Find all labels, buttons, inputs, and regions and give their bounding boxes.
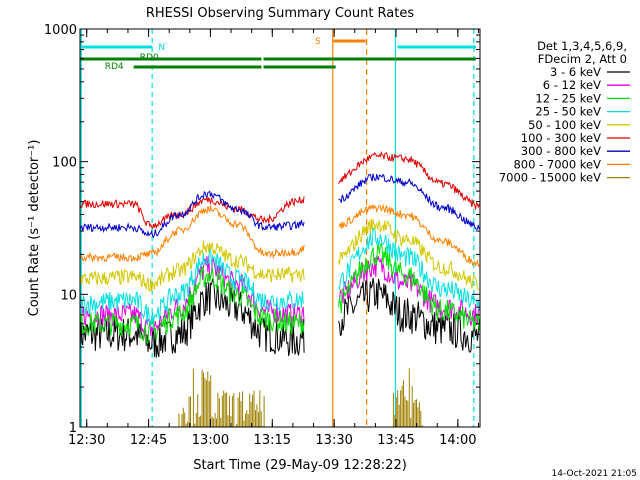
legend: Det 1,3,4,5,6,9,FDecim 2, Att 03 - 6 keV… <box>499 39 630 185</box>
series-line-6 <box>79 173 480 239</box>
series-line-3 <box>79 226 480 326</box>
plot-area: NRD0RD4S <box>79 29 480 427</box>
y-tick-label-3: 1000 <box>44 23 77 38</box>
x-tick-label-0: 12:30 <box>68 433 105 448</box>
y-tick-label-1: 10 <box>60 288 77 303</box>
plot-frame <box>79 28 481 428</box>
x-tick-label-5: 13:45 <box>377 433 414 448</box>
y-tick-label-0: 1 <box>69 421 77 436</box>
legend-label-5: 100 - 300 keV <box>521 131 601 145</box>
axis-ticks: 12:30 12:45 13:00 13:15 13:30 13:45 14:00 1 10 10… <box>44 23 480 448</box>
flag-label-n: N <box>158 43 165 53</box>
legend-label-3: 25 - 50 keV <box>535 105 601 119</box>
legend-label-6: 300 - 800 keV <box>521 144 601 158</box>
x-tick-label-3: 13:15 <box>254 433 291 448</box>
x-tick-label-2: 13:00 <box>192 433 229 448</box>
series-line-0 <box>79 277 480 358</box>
series-bursts-high-energy-0 <box>178 368 265 427</box>
flag-label-rd4: RD4 <box>105 62 124 72</box>
legend-header-1: FDecim 2, Att 0 <box>538 52 627 66</box>
legend-label-2: 12 - 25 keV <box>535 91 601 105</box>
x-axis-label: Start Time (29-May-09 12:28:22) <box>193 458 407 473</box>
flag-label-s: S <box>315 37 321 47</box>
y-tick-label-2: 100 <box>52 156 77 171</box>
legend-label-0: 3 - 6 keV <box>550 65 601 79</box>
legend-label-7: 800 - 7000 keV <box>513 157 601 171</box>
series-bursts-high-energy-1 <box>392 368 423 427</box>
chart-title: RHESSI Observing Summary Count Rates <box>146 6 415 21</box>
footer-timestamp: 14-Oct-2021 21:05 <box>552 469 637 479</box>
x-tick-label-4: 13:30 <box>315 433 352 448</box>
y-axis-label: Count Rate (s⁻¹ detector⁻¹) <box>27 140 42 317</box>
series-line-2 <box>79 243 480 345</box>
legend-label-4: 50 - 100 keV <box>528 118 601 132</box>
series-line-4 <box>79 218 480 293</box>
series-line-7 <box>79 203 480 268</box>
x-tick-label-1: 12:45 <box>130 433 167 448</box>
legend-label-1: 6 - 12 keV <box>543 78 601 92</box>
legend-label-8: 7000 - 15000 keV <box>499 171 601 185</box>
series-line-5 <box>79 150 480 230</box>
legend-header-0: Det 1,3,4,5,6,9, <box>537 39 627 53</box>
x-tick-label-6: 14:00 <box>439 433 476 448</box>
